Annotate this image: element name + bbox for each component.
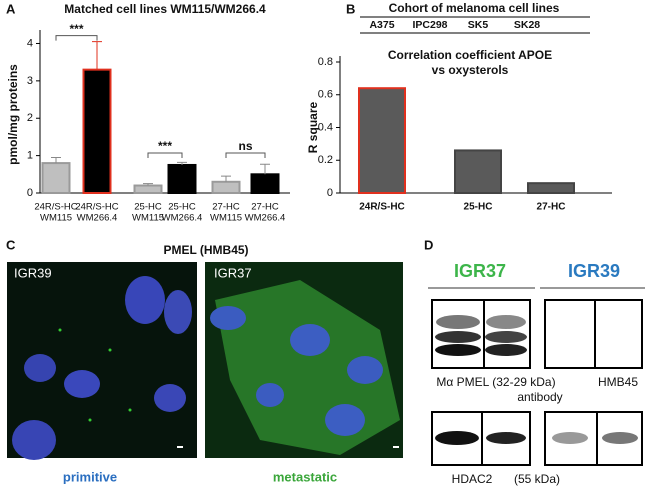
micrograph-left xyxy=(7,262,197,460)
error-bar xyxy=(143,183,153,186)
x-tick-label: WM266.4 xyxy=(162,213,203,224)
x-tick-label: WM115 xyxy=(132,213,164,224)
significance-label: ns xyxy=(238,139,252,153)
chart-title: Matched cell lines WM115/WM266.4 xyxy=(64,2,266,16)
bar xyxy=(454,149,502,195)
y-tick-label: 2 xyxy=(27,112,33,124)
bar xyxy=(133,184,163,194)
bar xyxy=(167,163,197,194)
blot-label: HDAC2 xyxy=(452,472,493,486)
cohort-header: Cohort of melanoma cell lines xyxy=(389,1,560,15)
x-tick-label: 25-HC xyxy=(464,202,493,213)
significance-label: *** xyxy=(158,139,172,153)
blot-label: Mα PMEL (32-29 kDa) xyxy=(436,375,555,389)
chart-title: Correlation coefficient APOE xyxy=(388,48,552,62)
significance-label: *** xyxy=(69,22,83,36)
bar xyxy=(527,182,575,195)
error-bar xyxy=(51,156,61,164)
y-tick-label: 3 xyxy=(27,75,33,87)
panel-letter: C xyxy=(6,237,16,252)
caption: metastatic xyxy=(273,469,337,484)
micrograph-right xyxy=(205,262,403,458)
y-axis-label: pmol/mg proteins xyxy=(6,64,20,165)
error-bar xyxy=(260,163,270,175)
blot-header: IGR37 xyxy=(454,261,506,281)
cohort-name: IPC298 xyxy=(412,19,447,31)
panel-letter: A xyxy=(6,1,16,16)
bar xyxy=(250,173,280,194)
y-tick-label: 4 xyxy=(27,37,33,49)
x-tick-label: 25-HC xyxy=(134,202,162,213)
error-bar xyxy=(221,175,231,182)
y-axis-label: R square xyxy=(306,102,320,154)
y-tick-label: 0.2 xyxy=(318,154,333,166)
significance-bracket xyxy=(55,35,98,41)
cohort-name: SK28 xyxy=(514,19,540,31)
error-bar xyxy=(92,41,102,70)
caption: primitive xyxy=(63,469,117,484)
x-tick-label: WM266.4 xyxy=(245,213,286,224)
x-tick-label: 27-HC xyxy=(251,202,279,213)
significance-bracket xyxy=(225,152,266,158)
panel-letter: B xyxy=(346,1,355,16)
x-tick-label: 24R/S-HC xyxy=(75,202,118,213)
bar xyxy=(358,87,406,194)
x-tick-label: 27-HC xyxy=(537,202,566,213)
cohort-name: SK5 xyxy=(468,19,489,31)
blot-label: (55 kDa) xyxy=(514,472,560,486)
bar xyxy=(82,68,112,194)
bar xyxy=(41,162,71,195)
y-tick-label: 0.4 xyxy=(318,121,333,133)
x-tick-label: 27-HC xyxy=(212,202,240,213)
panel-title: PMEL (HMB45) xyxy=(163,243,248,257)
y-tick-label: 0 xyxy=(27,187,33,199)
y-tick-label: 0.8 xyxy=(318,56,333,68)
blot-label: HMB45 xyxy=(598,375,638,389)
y-tick-label: 0.6 xyxy=(318,89,333,101)
x-tick-label: WM266.4 xyxy=(77,213,118,224)
x-tick-label: WM115 xyxy=(40,213,72,224)
western-blots xyxy=(428,287,645,466)
blot-header: IGR39 xyxy=(568,261,620,281)
blot-label: antibody xyxy=(517,390,562,404)
cell-line-label: IGR37 xyxy=(214,265,252,280)
cohort-name: A375 xyxy=(369,19,394,31)
x-tick-label: 24R/S-HC xyxy=(34,202,77,213)
x-tick-label: WM115 xyxy=(210,213,242,224)
x-tick-label: 24R/S-HC xyxy=(359,202,405,213)
x-tick-label: 25-HC xyxy=(168,202,196,213)
significance-bracket xyxy=(147,152,183,158)
panel-letter: D xyxy=(424,237,433,252)
bar xyxy=(211,180,241,195)
chart-title: vs oxysterols xyxy=(432,63,509,77)
y-tick-label: 1 xyxy=(27,150,33,162)
cell-line-label: IGR39 xyxy=(14,265,52,280)
error-bar xyxy=(177,161,187,165)
y-tick-label: 0 xyxy=(327,187,333,199)
